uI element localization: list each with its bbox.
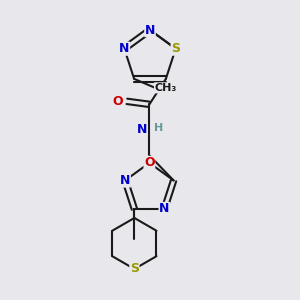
Text: H: H <box>154 123 164 133</box>
Text: N: N <box>119 42 130 55</box>
Text: O: O <box>112 95 123 108</box>
Text: S: S <box>130 262 139 275</box>
Text: N: N <box>159 202 170 215</box>
Text: N: N <box>145 23 155 37</box>
Text: O: O <box>144 156 155 169</box>
Text: CH₃: CH₃ <box>154 83 177 93</box>
Text: N: N <box>120 174 130 187</box>
Text: N: N <box>137 123 147 136</box>
Text: S: S <box>171 42 180 55</box>
